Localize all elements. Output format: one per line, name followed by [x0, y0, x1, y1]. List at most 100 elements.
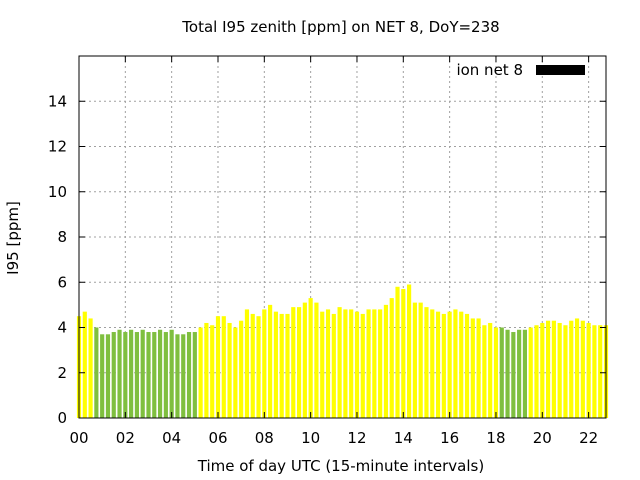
bar [163, 332, 168, 418]
bar [325, 309, 331, 418]
bar [204, 322, 209, 418]
bar [430, 309, 435, 418]
y-tick-label: 6 [57, 273, 67, 291]
bar [244, 309, 250, 418]
x-tick-label: 12 [347, 429, 366, 447]
bar [337, 307, 342, 418]
x-tick-label: 00 [69, 429, 88, 447]
bar [94, 327, 99, 418]
bar [586, 322, 591, 418]
bar [418, 302, 423, 418]
bar [412, 302, 417, 418]
bar [302, 302, 307, 418]
x-tick-label: 08 [255, 429, 274, 447]
bar [273, 311, 278, 418]
bar [395, 286, 400, 418]
bar [140, 329, 145, 418]
bar [569, 320, 574, 418]
bar [534, 325, 539, 418]
bar [256, 316, 261, 418]
bar [360, 313, 365, 418]
bar [279, 313, 284, 418]
y-tick-label: 4 [57, 319, 67, 337]
bar [574, 318, 580, 418]
bar [517, 329, 522, 418]
x-tick-label: 14 [394, 429, 413, 447]
bar [563, 325, 568, 418]
bar [499, 327, 504, 418]
bar [540, 322, 545, 418]
bar [198, 327, 203, 418]
chart-title: Total I95 zenith [ppm] on NET 8, DoY=238 [181, 18, 499, 36]
bar [493, 327, 499, 418]
x-tick-label: 02 [116, 429, 135, 447]
bar [233, 327, 238, 418]
x-tick-label: 22 [579, 429, 598, 447]
bar [482, 325, 487, 418]
bar [123, 332, 128, 418]
bar [407, 284, 412, 418]
bar [314, 302, 319, 418]
bar [366, 309, 371, 418]
bar [152, 332, 157, 418]
bar [459, 311, 464, 418]
bar [349, 309, 354, 418]
bar [331, 313, 336, 418]
bar [308, 298, 313, 418]
bar [441, 313, 446, 418]
x-tick-label: 16 [440, 429, 459, 447]
bar [372, 309, 377, 418]
bar [435, 311, 441, 418]
bar [511, 332, 516, 418]
legend-label: ion net 8 [456, 61, 523, 79]
bar [285, 313, 290, 418]
bar [221, 316, 226, 418]
bar [580, 320, 585, 418]
bar [192, 332, 197, 418]
bar [476, 318, 481, 418]
bar [239, 320, 244, 418]
bar [82, 311, 87, 418]
bar [505, 329, 510, 418]
bar [215, 316, 221, 418]
bar [129, 329, 134, 418]
y-tick-label: 8 [57, 228, 67, 246]
y-tick-label: 10 [48, 183, 67, 201]
bar [378, 309, 383, 418]
bar [227, 322, 232, 418]
bar [354, 311, 360, 418]
bar [291, 307, 296, 418]
bar [320, 311, 325, 418]
bar [453, 309, 458, 418]
x-tick-label: 18 [486, 429, 505, 447]
bar [383, 304, 389, 418]
bar [117, 329, 122, 418]
bar [546, 320, 551, 418]
bar [557, 322, 562, 418]
bar [100, 334, 105, 418]
bar [447, 311, 452, 418]
bar [157, 329, 163, 418]
bar [250, 313, 255, 418]
legend-swatch [536, 65, 585, 75]
bar [598, 325, 603, 418]
x-tick-label: 04 [162, 429, 181, 447]
bar [551, 320, 556, 418]
bar [262, 309, 267, 418]
bar [522, 329, 528, 418]
bar [169, 329, 174, 418]
bar [424, 307, 429, 418]
bar [343, 309, 348, 418]
bar [268, 304, 273, 418]
legend: ion net 8 [456, 61, 585, 79]
bar [88, 318, 93, 418]
bar [175, 334, 180, 418]
bar [401, 289, 406, 418]
y-tick-label: 12 [48, 138, 67, 156]
x-tick-label: 10 [301, 429, 320, 447]
bar [296, 307, 302, 418]
bar [470, 318, 475, 418]
bar [134, 332, 139, 418]
